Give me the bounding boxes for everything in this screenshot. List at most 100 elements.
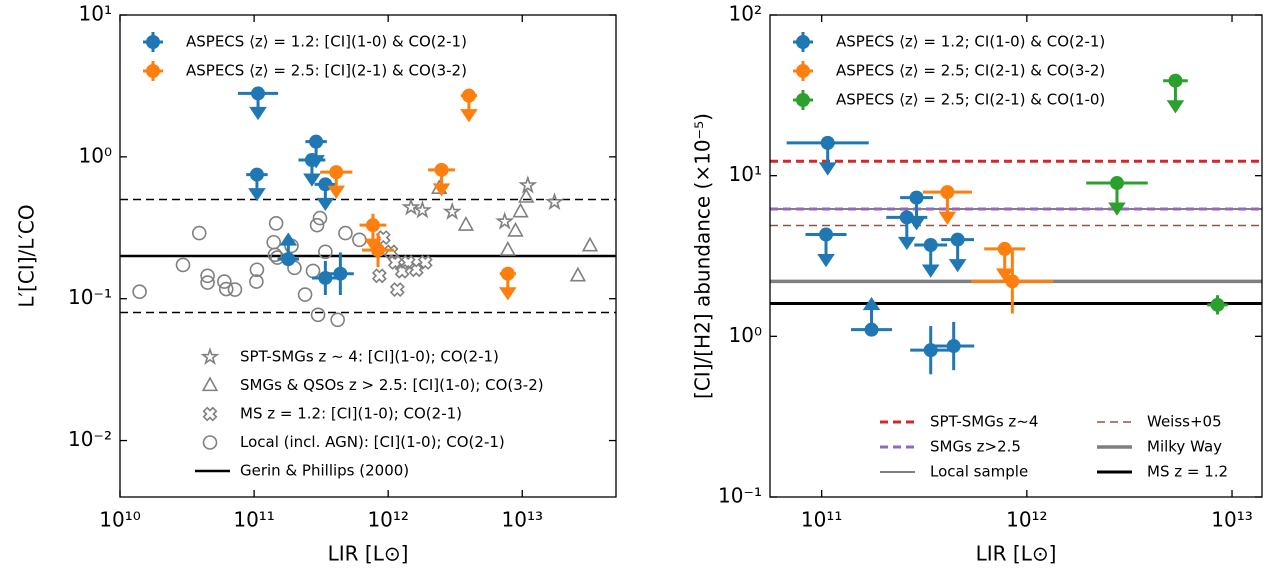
triangle-marker [201,376,219,392]
circle-marker [249,262,265,278]
star-marker [495,211,515,230]
triangle-marker [581,236,599,252]
circle-marker [309,217,325,233]
data-point [1210,297,1225,312]
circle-marker [268,216,284,231]
axes-frame [119,14,617,498]
legend-label: ASPECS ⟨z⟩ = 2.5; CI(2-1) & CO(3-2) [836,62,1105,80]
x-tick-label: 10¹³ [502,508,543,532]
y-tick-label: 10⁻¹ [718,484,762,508]
circle-marker [175,257,191,273]
x-tick-label: 10¹⁰ [99,508,140,532]
circle-marker [297,287,313,302]
data-point [923,238,938,253]
circle-marker [266,234,281,250]
legend-marker [146,64,160,78]
y-tick-label: 10⁰ [79,143,112,167]
data-point [281,252,296,267]
x-axis-label: LIR [L⊙] [976,542,1057,566]
star-marker [518,175,538,194]
data-point [909,190,924,205]
legend-label: ASPECS ⟨z⟩ = 2.5; CI(2-1) & CO(1-0) [836,91,1105,109]
data-point [819,227,834,242]
y-axis-label: L′[CI]/L′CO [15,204,39,307]
data-point [329,165,344,180]
y-tick-label: 10⁰ [729,323,762,347]
triangle-marker [507,221,524,237]
circle-marker [227,282,243,297]
triangle-marker [499,240,516,256]
y-tick-label: 10⁻¹ [68,285,112,309]
y-tick-label: 10⁻² [68,427,112,451]
legend-label: SMGs z>2.5 [930,438,1021,456]
legend-label: SPT-SMGs z ∼ 4: [CI](1-0); CO(2-1) [240,348,499,366]
circle-marker [318,244,333,260]
y-tick-label: 10² [729,2,762,26]
circle-marker [249,274,264,289]
legend-marker [796,64,810,78]
data-point [304,153,319,168]
legend-label: ASPECS ⟨z⟩ = 2.5: [CI](2-1) & CO(3-2) [186,62,467,80]
circle-marker [267,247,283,263]
circle-marker [310,307,326,323]
triangle-marker [518,188,535,203]
circle-marker [191,225,207,241]
legend-label: MS z = 1.2: [CI](1-0); CO(2-1) [240,405,462,423]
circle-marker [202,435,218,450]
triangle-marker [512,202,529,218]
circle-marker [200,268,215,284]
cross-marker [371,268,387,284]
data-point [820,135,835,150]
circle-marker [218,281,234,297]
star-marker [200,346,220,366]
legend-label: Local sample [930,463,1028,481]
circle-marker [305,263,321,279]
legend-label: ASPECS ⟨z⟩ = 1.2; CI(1-0) & CO(2-1) [836,33,1105,51]
y-axis-label: [CI]/[H2] abundance (×10⁻⁵) [691,113,715,399]
star-marker [412,200,432,219]
legend-label: SMGs & QSOs z > 2.5: [CI](1-0); CO(3-2) [240,376,544,394]
legend-label: Gerin & Phillips (2000) [240,462,409,480]
data-point [1168,73,1183,88]
y-tick-label: 10¹ [79,2,112,26]
data-point [333,266,348,281]
data-point [434,162,449,177]
cross-marker [389,282,405,298]
cross-marker [394,263,410,279]
star-marker [545,192,564,211]
data-point [249,167,264,182]
legend-marker [796,93,810,107]
data-point [318,177,333,192]
data-point [1109,176,1124,191]
triangle-marker [569,266,587,282]
legend-marker [796,35,810,49]
cross-marker [387,254,403,270]
legend-marker [146,35,160,49]
cross-marker [383,244,399,260]
circle-marker [330,312,345,328]
data-point [997,241,1012,256]
star-marker [401,197,421,216]
circle-marker [200,275,215,290]
cross-marker [408,262,424,278]
data-point [371,243,386,258]
triangle-marker [457,216,475,231]
data-point [500,266,515,281]
x-tick-label: 10¹³ [1211,508,1252,532]
circle-marker [217,274,232,289]
x-axis-label: LIR [L⊙] [328,542,409,566]
legend-label: ASPECS ⟨z⟩ = 1.2: [CI](1-0) & CO(2-1) [186,33,467,51]
cross-marker [202,406,218,422]
circle-marker [312,210,328,226]
cross-marker [400,254,416,270]
data-point [864,322,879,337]
x-tick-label: 10¹² [367,508,408,532]
data-point [1005,274,1020,289]
data-point [461,88,476,103]
cross-marker [417,254,433,270]
legend-label: MS z = 1.2 [1147,463,1228,481]
data-point [365,218,380,233]
legend-label: Weiss+05 [1147,413,1222,431]
